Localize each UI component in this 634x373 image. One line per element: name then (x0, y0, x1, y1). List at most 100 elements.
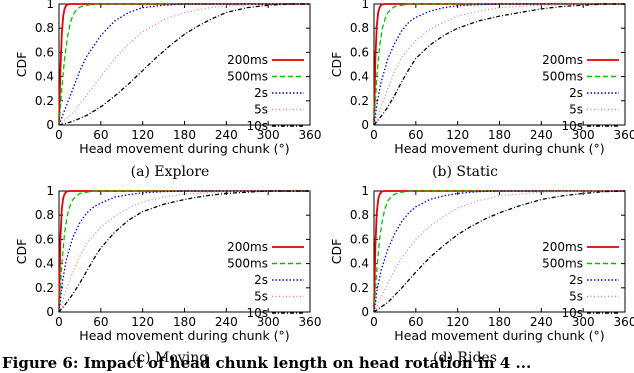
panel-d-x-tick-label: 60 (408, 315, 423, 329)
panel-b-y-tick-label: 0.4 (350, 70, 369, 84)
panel-c-x-tick-label: 60 (93, 315, 108, 329)
panel-a-series-200ms-line (58, 3, 310, 126)
panel-c-caption: (c) Moving (132, 350, 208, 366)
panel-d-x-tick-label: 360 (614, 315, 634, 329)
panel-c-legend-label: 500ms (227, 257, 268, 271)
panel-c-y-tick-label: 0 (46, 305, 54, 319)
panel-c-y-tick-label: 0.2 (35, 281, 54, 295)
panel-d-x-axis-title: Head movement during chunk (°) (394, 328, 604, 343)
panel-a-series-5s-line (58, 3, 310, 126)
panel-c: 0 60 120 180 240 300 360 0 0.2 0.4 0.6 0.8 1 Head mov… (14, 184, 321, 366)
panel-a-x-tick-label: 60 (93, 128, 108, 142)
panel-a-y-tick-label: 0.2 (35, 94, 54, 108)
panel-c-y-tick-label: 0.6 (35, 232, 54, 246)
panel-a-legend-label: 2s (254, 86, 268, 100)
panel-d-x-tick-label: 0 (370, 315, 378, 329)
panel-b-legend-label: 500ms (542, 70, 583, 84)
panel-b-x-tick-label: 0 (370, 128, 378, 142)
panel-b: 0 60 120 180 240 300 360 0 0.2 0.4 0.6 0.8 1 Head mov… (329, 0, 634, 180)
panel-c-x-tick-label: 120 (131, 315, 154, 329)
panel-a-plot-frame (58, 3, 311, 126)
panel-c-x-tick-label: 360 (299, 315, 322, 329)
panel-d-y-tick-label: 0 (361, 305, 369, 319)
panel-b-x-tick-label: 360 (614, 128, 634, 142)
panel-d-legend-label: 5s (569, 290, 583, 304)
panel-b-legend-label: 5s (569, 103, 583, 117)
panel-d-series-2s-line (373, 190, 625, 313)
panel-a-x-tick-label: 180 (173, 128, 196, 142)
panel-d-series-5s-line (373, 190, 625, 313)
panel-b-legend-label: 200ms (542, 53, 583, 67)
panel-c-y-tick-label: 1 (46, 184, 54, 198)
panel-b-y-tick-label: 0.6 (350, 45, 369, 59)
panel-a-y-tick-label: 0 (46, 118, 54, 132)
panel-b-series-2s-line (373, 3, 625, 126)
panel-c-y-axis-title: CDF (14, 239, 29, 265)
panel-c-series-2s-line (58, 190, 310, 313)
panel-d-y-tick-label: 0.8 (350, 208, 369, 222)
panel-d-x-tick-label: 300 (572, 315, 595, 329)
panel-d-y-tick-label: 1 (361, 184, 369, 198)
panel-a-x-tick-label: 300 (257, 128, 280, 142)
panel-a-legend-label: 10s (246, 119, 268, 133)
panel-b-caption: (b) Static (432, 164, 498, 180)
panel-b-x-tick-label: 240 (530, 128, 553, 142)
panel-a-y-tick-label: 0.8 (35, 21, 54, 35)
panel-b-x-tick-label: 60 (408, 128, 423, 142)
panel-d-legend-label: 10s (561, 306, 583, 320)
panel-a-y-tick-label: 1 (46, 0, 54, 11)
panel-a-x-axis-title: Head movement during chunk (°) (79, 141, 289, 156)
panel-c-x-tick-label: 300 (257, 315, 280, 329)
panel-c-series-5s-line (58, 190, 310, 313)
panel-d-x-tick-label: 240 (530, 315, 553, 329)
panel-c-x-tick-label: 240 (215, 315, 238, 329)
panel-a-y-axis-title: CDF (14, 52, 29, 78)
panel-d-y-tick-label: 0.2 (350, 281, 369, 295)
panel-c-x-tick-label: 0 (55, 315, 63, 329)
panel-c-legend-label: 5s (254, 290, 268, 304)
panel-c-plot-frame (58, 190, 311, 313)
panel-c-x-tick-label: 180 (173, 315, 196, 329)
panel-c-series-500ms-line (58, 190, 310, 313)
panel-a-x-tick-label: 240 (215, 128, 238, 142)
figure-caption: Figure 6: Impact of head chunk length on… (2, 354, 531, 372)
panel-d-plot-frame (373, 190, 626, 313)
panel-b-y-tick-label: 0.8 (350, 21, 369, 35)
panel-d-x-tick-label: 180 (488, 315, 511, 329)
panel-d-y-axis-title: CDF (329, 239, 344, 265)
panel-b-plot-frame (373, 3, 626, 126)
panel-c-y-tick-label: 0.4 (35, 257, 54, 271)
panel-b-x-tick-label: 180 (488, 128, 511, 142)
panel-a-caption: (a) Explore (131, 164, 210, 180)
panel-a-x-tick-label: 360 (299, 128, 322, 142)
panel-b-x-tick-label: 300 (572, 128, 595, 142)
panel-b-y-tick-label: 1 (361, 0, 369, 11)
panel-a-legend-label: 500ms (227, 70, 268, 84)
panel-d-y-tick-label: 0.4 (350, 257, 369, 271)
panel-a: 0 60 120 180 240 300 360 0 0.2 0.4 0.6 0.8 1 Head mov… (14, 0, 321, 180)
panel-b-series-5s-line (373, 3, 625, 126)
panel-b-x-axis-title: Head movement during chunk (°) (394, 141, 604, 156)
panel-d-series-200ms-line (373, 190, 625, 313)
panel-d-y-tick-label: 0.6 (350, 232, 369, 246)
panel-c-legend-label: 200ms (227, 240, 268, 254)
panel-c-legend-label: 2s (254, 273, 268, 287)
panel-c-series-10s-line (58, 190, 310, 313)
panel-b-legend-label: 10s (561, 119, 583, 133)
panel-d-series-10s-line (373, 190, 626, 313)
panel-b-legend-label: 2s (569, 86, 583, 100)
panel-a-series-10s-line (58, 3, 310, 126)
panel-c-x-axis-title: Head movement during chunk (°) (79, 328, 289, 343)
panel-b-series-200ms-line (373, 3, 625, 126)
panel-b-x-tick-label: 120 (446, 128, 469, 142)
panel-a-y-tick-label: 0.6 (35, 45, 54, 59)
panel-b-y-tick-label: 0.2 (350, 94, 369, 108)
panel-a-legend-label: 200ms (227, 53, 268, 67)
panel-d-legend-label: 500ms (542, 257, 583, 271)
panel-d-caption: (d) Rides (433, 350, 497, 366)
panel-c-series-200ms-line (58, 190, 310, 313)
panel-d-x-tick-label: 120 (446, 315, 469, 329)
panel-c-y-tick-label: 0.8 (35, 208, 54, 222)
panel-b-y-axis-title: CDF (329, 52, 344, 78)
